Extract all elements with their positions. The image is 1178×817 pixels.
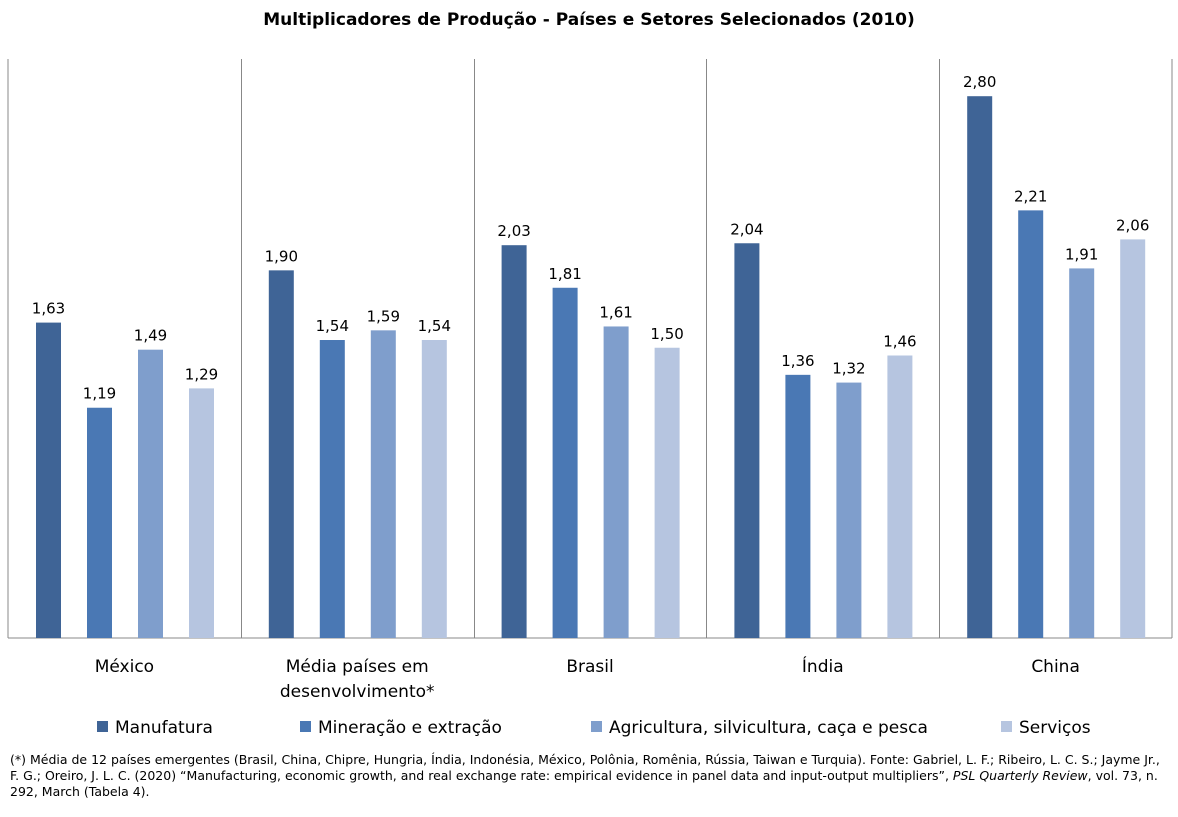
data-label: 1,90 (265, 247, 298, 265)
category-label: Brasil (566, 657, 613, 677)
data-label: 1,54 (316, 317, 349, 335)
data-label: 1,63 (32, 300, 65, 318)
footnote: (*) Média de 12 países emergentes (Brasi… (10, 752, 1170, 800)
bar (967, 96, 993, 638)
bar (370, 330, 396, 638)
footnote-text: (*) Média de 12 países emergentes (Brasi… (10, 752, 1160, 783)
bar (1069, 268, 1095, 638)
plot-area: 1,63 1,19 1,49 1,29 México 1,90 1,54 1,59 1,54 Mé… (7, 59, 1173, 702)
data-label: 1,61 (599, 303, 632, 321)
legend-label: Agricultura, silvicultura, caça e pesca (609, 718, 928, 738)
bar (421, 340, 447, 638)
bar (654, 347, 680, 638)
data-label: 2,80 (963, 73, 996, 91)
category-label: Média países em (286, 657, 429, 677)
data-label: 1,46 (883, 332, 916, 350)
legend-swatch (591, 721, 602, 732)
data-label: 1,19 (83, 385, 116, 403)
data-label: 1,49 (134, 327, 167, 345)
bar (836, 382, 862, 638)
chart-title: Multiplicadores de Produção - Países e S… (263, 10, 915, 30)
legend-label: Manufatura (115, 718, 213, 738)
bar (189, 388, 214, 638)
bar (501, 245, 527, 638)
footnote-text-end: , vol. 73, n. 292, March (Tabela 4). (10, 768, 1158, 799)
legend-label: Serviços (1019, 718, 1091, 738)
category-label: Índia (802, 655, 844, 677)
bar (87, 407, 112, 638)
bar (603, 326, 629, 638)
footnote-journal: PSL Quarterly Review (952, 768, 1088, 783)
legend-swatch (1001, 721, 1012, 732)
data-label: 2,06 (1116, 216, 1149, 234)
data-label: 1,81 (548, 265, 581, 283)
legend-swatch (300, 721, 311, 732)
data-label: 1,54 (418, 317, 451, 335)
legend-swatch (97, 721, 108, 732)
legend: Manufatura Mineração e extração Agricultur… (97, 718, 1091, 738)
bar (268, 270, 294, 638)
bar (1018, 210, 1044, 639)
data-label: 1,91 (1065, 245, 1098, 263)
bar (36, 322, 61, 638)
bar (734, 243, 760, 638)
legend-label: Mineração e extração (318, 718, 502, 738)
category-label: China (1031, 657, 1080, 677)
bar (138, 349, 163, 638)
data-label: 1,50 (650, 325, 683, 343)
data-label: 1,59 (367, 307, 400, 325)
bar (887, 355, 913, 638)
bar (319, 340, 345, 638)
data-label: 2,04 (730, 220, 763, 238)
chart: Multiplicadores de Produção - Países e S… (7, 10, 1173, 738)
bar (785, 374, 811, 638)
bar (552, 287, 578, 638)
data-label: 1,29 (185, 365, 218, 383)
data-label: 2,21 (1014, 187, 1047, 205)
bar (1120, 239, 1146, 638)
category-label: México (95, 657, 154, 677)
category-label: desenvolvimento* (280, 682, 435, 702)
data-label: 2,03 (497, 222, 530, 240)
data-label: 1,32 (832, 360, 865, 378)
data-label: 1,36 (781, 352, 814, 370)
